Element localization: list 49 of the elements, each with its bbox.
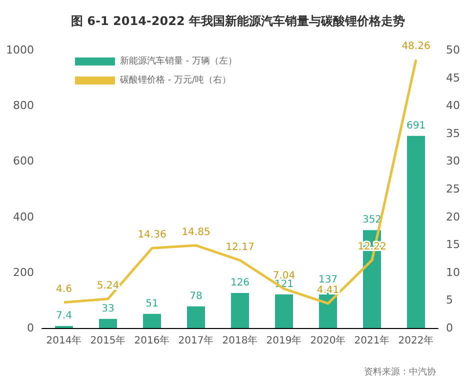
- x-tick-label: 2017年: [178, 334, 214, 346]
- legend-label: 碳酸锂价格 - 万元/吨（右）: [119, 74, 232, 86]
- data-label: 48.26: [402, 41, 430, 52]
- data-label: 14.36: [138, 230, 166, 241]
- text: 资料来源：中汽协: [364, 366, 436, 378]
- x-tick-label: 2014年: [46, 334, 82, 346]
- bar: [143, 314, 161, 328]
- y-tick-label: 800: [13, 99, 34, 112]
- data-label: 126: [230, 277, 250, 288]
- x-tick-label: 2016年: [134, 334, 170, 346]
- data-label: 14.85: [182, 226, 210, 238]
- data-label: 137: [318, 274, 338, 286]
- data-label: 4.6: [56, 284, 72, 295]
- data-label: 12.17: [226, 242, 254, 253]
- bar: [99, 318, 117, 328]
- x-tick-label: 2015年: [90, 334, 126, 346]
- y-tick-label: 200: [13, 266, 34, 279]
- bar: [231, 292, 249, 328]
- y2-tick-label: 50: [446, 44, 460, 56]
- y-tick-label: 400: [13, 210, 34, 224]
- y-tick-label: 0: [27, 322, 34, 334]
- y2-tick-label: 35: [446, 126, 460, 140]
- y2-tick-label: 0: [446, 322, 453, 334]
- y2-tick-label: 45: [446, 71, 460, 84]
- x-tick-label: 2019年: [266, 334, 302, 346]
- x-tick-label: 2021年: [354, 334, 390, 346]
- legend-label: 新能源汽车销量 - 万辆（左）: [120, 56, 237, 66]
- data-label: 51: [146, 298, 158, 310]
- y2-tick-label: 5: [446, 294, 453, 307]
- x-tick-label: 2022年: [398, 334, 434, 346]
- data-label: 7.4: [56, 310, 72, 322]
- bar: [187, 306, 205, 328]
- y-tick-label: 1000: [6, 44, 34, 56]
- y2-tick-label: 15: [446, 238, 460, 252]
- y2-tick-label: 25: [446, 182, 460, 196]
- data-label: 78: [190, 290, 202, 302]
- data-label: 5.24: [96, 280, 120, 292]
- y2-tick-label: 20: [446, 210, 460, 224]
- data-label: 33: [102, 303, 114, 314]
- data-label: 691: [406, 120, 426, 132]
- x-tick-label: 2020年: [310, 334, 346, 346]
- y2-tick-label: 40: [446, 99, 460, 112]
- chart-title: 图 6-1 2014-2022 年我国新能源汽车销量与碳酸锂价格走势: [71, 14, 405, 28]
- bar: [275, 294, 293, 328]
- y2-tick-label: 10: [446, 266, 460, 279]
- y-tick-label: 600: [13, 154, 34, 168]
- bar: [407, 136, 425, 328]
- x-tick-label: 2018年: [222, 334, 258, 346]
- y2-tick-label: 30: [446, 154, 460, 168]
